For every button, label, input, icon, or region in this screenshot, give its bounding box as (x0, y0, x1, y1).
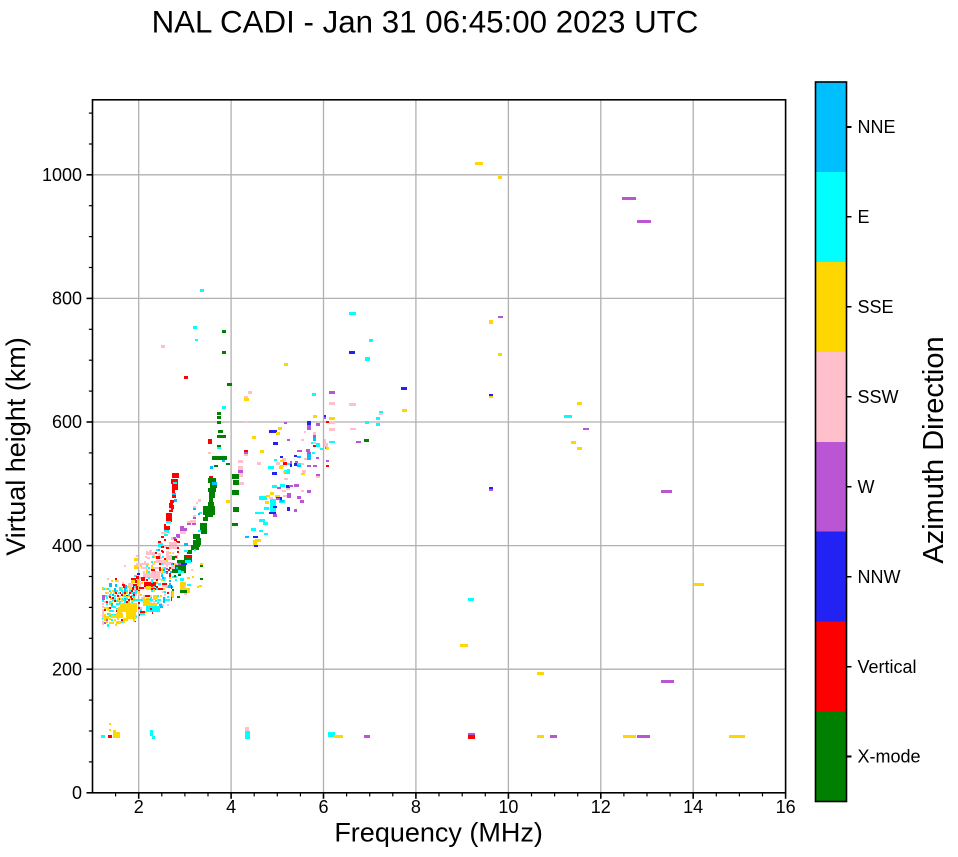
svg-text:2: 2 (134, 797, 144, 817)
svg-text:SSW: SSW (858, 387, 899, 407)
svg-text:NNW: NNW (858, 567, 901, 587)
svg-text:0: 0 (72, 783, 82, 803)
svg-text:X-mode: X-mode (858, 747, 921, 767)
svg-text:Vertical: Vertical (858, 657, 917, 677)
svg-text:400: 400 (52, 536, 82, 556)
svg-text:4: 4 (226, 797, 236, 817)
svg-text:10: 10 (498, 797, 518, 817)
svg-text:Virtual height (km): Virtual height (km) (1, 337, 31, 556)
svg-text:W: W (858, 477, 875, 497)
svg-text:NAL CADI - Jan 31 06:45:00 202: NAL CADI - Jan 31 06:45:00 2023 UTC (152, 5, 699, 40)
svg-text:12: 12 (591, 797, 611, 817)
svg-text:600: 600 (52, 412, 82, 432)
svg-text:200: 200 (52, 659, 82, 679)
svg-text:E: E (858, 207, 870, 227)
svg-text:16: 16 (776, 797, 796, 817)
svg-text:Frequency (MHz): Frequency (MHz) (334, 818, 543, 848)
svg-text:800: 800 (52, 289, 82, 309)
svg-text:NNE: NNE (858, 117, 896, 137)
svg-text:Azimuth Direction: Azimuth Direction (918, 336, 950, 563)
svg-text:SSE: SSE (858, 297, 894, 317)
svg-text:1000: 1000 (42, 165, 82, 185)
svg-text:14: 14 (683, 797, 703, 817)
svg-text:8: 8 (411, 797, 421, 817)
svg-text:6: 6 (318, 797, 328, 817)
